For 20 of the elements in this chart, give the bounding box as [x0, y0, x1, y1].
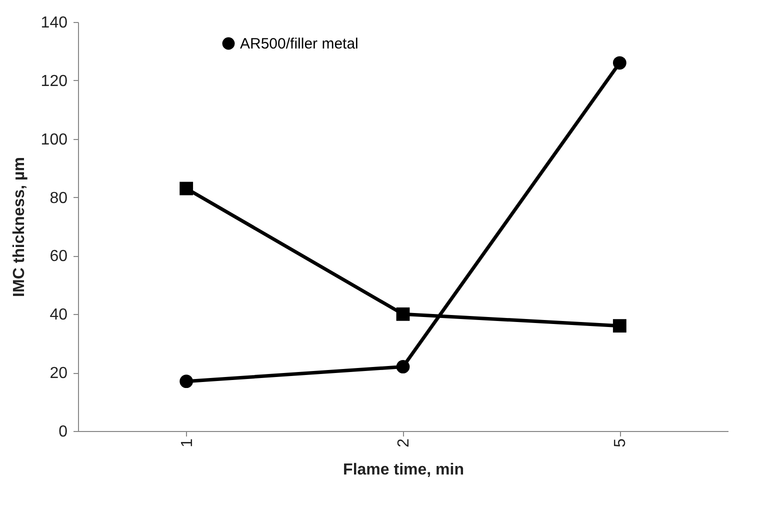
point: [180, 374, 194, 388]
x-axis-title: Flame time, min: [343, 461, 464, 478]
x-tick-label: 5: [612, 438, 630, 448]
y-axis-title: IMC thickness, µm: [10, 157, 28, 297]
point: [396, 360, 410, 374]
y-tick-label: 100: [40, 131, 68, 148]
x-tick-label: 1: [178, 438, 196, 448]
point: [396, 307, 410, 321]
x-tick-label: 2: [396, 438, 412, 448]
point: [180, 182, 194, 196]
y-tick-label: 60: [50, 248, 68, 266]
y-tick-label: 80: [50, 190, 68, 207]
point: [612, 56, 626, 70]
y-tick-label: 0: [58, 424, 68, 440]
y-tick-label: 40: [50, 306, 68, 324]
point: [612, 319, 626, 333]
y-tick-label: 120: [40, 72, 68, 90]
legend-label: AR500/filler metal: [240, 36, 358, 52]
y-tick-label: 140: [40, 14, 68, 32]
y-tick-label: 20: [50, 365, 68, 382]
